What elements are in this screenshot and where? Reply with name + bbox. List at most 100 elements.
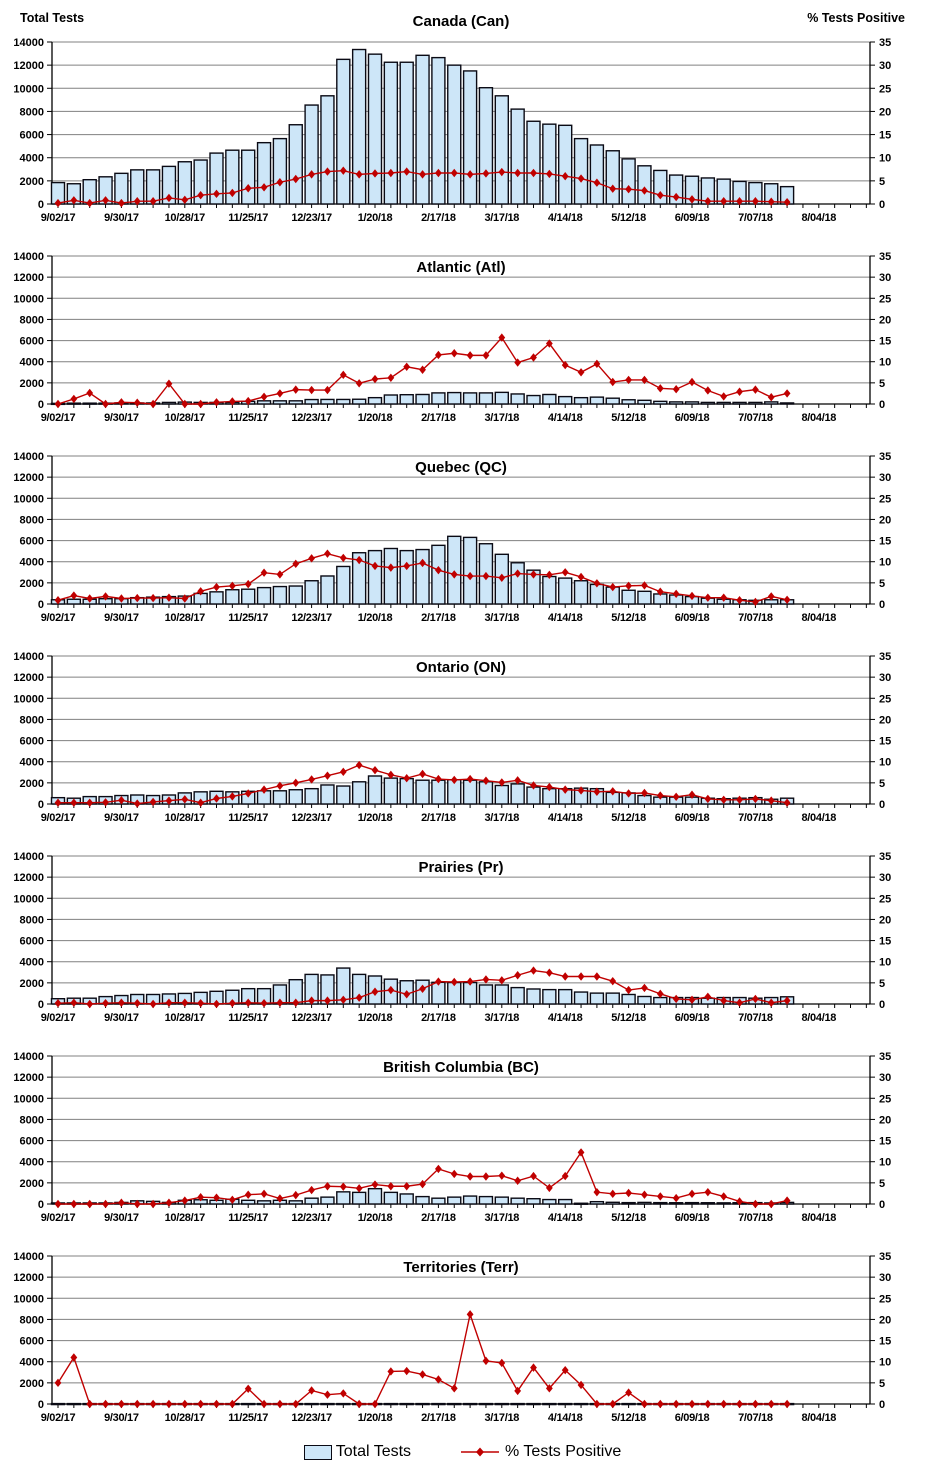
svg-text:5/12/18: 5/12/18 xyxy=(611,1012,646,1024)
svg-text:15: 15 xyxy=(879,1336,891,1348)
x-axis-tick-labels: 9/02/17 9/30/17 10/28/17 11/25/17 12/23/17 1/… xyxy=(41,1012,837,1024)
svg-text:7/07/18: 7/07/18 xyxy=(738,612,773,624)
svg-text:8000: 8000 xyxy=(20,106,44,118)
gridlines xyxy=(52,255,870,384)
chart-panel-can: 0 2000 4000 6000 8000 10000 12000 14000 0 5 10 15 20… xyxy=(0,0,925,230)
svg-text:4000: 4000 xyxy=(20,1357,44,1369)
chart-panel-bc: 0 2000 4000 6000 8000 10000 12000 14000 0 5 10 15 20… xyxy=(0,1030,925,1230)
svg-text:35: 35 xyxy=(879,37,891,49)
axes xyxy=(47,255,875,408)
svg-text:35: 35 xyxy=(879,851,891,863)
panel-title: Ontario (ON) xyxy=(416,659,506,676)
svg-text:3/17/18: 3/17/18 xyxy=(484,612,519,624)
svg-text:7/07/18: 7/07/18 xyxy=(738,812,773,824)
panel-title: Quebec (QC) xyxy=(415,459,507,476)
svg-text:10: 10 xyxy=(879,1357,891,1369)
svg-text:10: 10 xyxy=(879,957,891,969)
svg-text:1/20/18: 1/20/18 xyxy=(358,1012,393,1024)
svg-text:15: 15 xyxy=(879,1136,891,1148)
svg-text:6/09/18: 6/09/18 xyxy=(675,612,710,624)
svg-text:6/09/18: 6/09/18 xyxy=(675,412,710,424)
svg-text:10: 10 xyxy=(879,757,891,769)
svg-text:6/09/18: 6/09/18 xyxy=(675,812,710,824)
svg-text:2/17/18: 2/17/18 xyxy=(421,1412,456,1424)
svg-text:10: 10 xyxy=(879,357,891,369)
svg-text:5/12/18: 5/12/18 xyxy=(611,812,646,824)
svg-text:10/28/17: 10/28/17 xyxy=(165,1012,206,1024)
svg-text:11/25/17: 11/25/17 xyxy=(228,1012,268,1024)
svg-text:9/30/17: 9/30/17 xyxy=(104,1012,139,1024)
svg-text:10: 10 xyxy=(879,153,891,165)
left-axis-tick-labels: 0 2000 4000 6000 8000 10000 12000 14000 xyxy=(13,451,44,611)
svg-text:0: 0 xyxy=(879,599,885,611)
percent-positive-line xyxy=(57,1311,788,1405)
svg-text:10000: 10000 xyxy=(13,493,44,505)
svg-text:8000: 8000 xyxy=(20,1314,44,1326)
svg-text:4000: 4000 xyxy=(20,1157,44,1169)
legend-bar-swatch-icon xyxy=(303,1444,332,1460)
chart-panel-terr: 0 2000 4000 6000 8000 10000 12000 14000 0 5 10 15 20… xyxy=(0,1230,925,1430)
svg-text:11/25/17: 11/25/17 xyxy=(228,212,268,224)
svg-text:5: 5 xyxy=(879,578,885,590)
svg-text:12000: 12000 xyxy=(13,672,44,684)
panel-title: Atlantic (Atl) xyxy=(416,259,505,276)
svg-text:2/17/18: 2/17/18 xyxy=(421,612,456,624)
svg-text:25: 25 xyxy=(879,1093,891,1105)
chart-svg-can: 0 2000 4000 6000 8000 10000 12000 14000 0 5 10 15 20… xyxy=(13,11,905,224)
svg-text:7/07/18: 7/07/18 xyxy=(738,1412,773,1424)
svg-text:0: 0 xyxy=(879,199,885,211)
svg-text:5/12/18: 5/12/18 xyxy=(611,1212,646,1224)
axes xyxy=(47,1055,875,1208)
svg-text:7/07/18: 7/07/18 xyxy=(738,412,773,424)
svg-text:35: 35 xyxy=(879,651,891,663)
svg-text:1/20/18: 1/20/18 xyxy=(358,412,393,424)
svg-text:6/09/18: 6/09/18 xyxy=(675,1212,710,1224)
svg-text:6/09/18: 6/09/18 xyxy=(675,1012,710,1024)
svg-text:6000: 6000 xyxy=(20,1136,44,1148)
svg-text:8000: 8000 xyxy=(20,714,44,726)
svg-text:4/14/18: 4/14/18 xyxy=(548,1212,583,1224)
chart-svg-pr: 0 2000 4000 6000 8000 10000 12000 14000 0 5 10 15 20… xyxy=(13,851,891,1024)
svg-text:30: 30 xyxy=(879,472,891,484)
svg-text:5/12/18: 5/12/18 xyxy=(611,612,646,624)
svg-text:30: 30 xyxy=(879,1272,891,1284)
svg-text:6000: 6000 xyxy=(20,536,44,548)
svg-text:8/04/18: 8/04/18 xyxy=(801,1412,836,1424)
svg-text:1/20/18: 1/20/18 xyxy=(358,812,393,824)
left-axis-tick-labels: 0 2000 4000 6000 8000 10000 12000 14000 xyxy=(13,1251,44,1411)
legend-line-diamond-swatch-icon xyxy=(461,1447,500,1457)
total-tests-bars xyxy=(50,535,795,605)
svg-text:5/12/18: 5/12/18 xyxy=(611,412,646,424)
svg-text:14000: 14000 xyxy=(13,851,44,863)
svg-text:2000: 2000 xyxy=(20,378,44,390)
svg-text:6/09/18: 6/09/18 xyxy=(675,212,710,224)
svg-text:9/02/17: 9/02/17 xyxy=(41,1212,76,1224)
left-axis-tick-labels: 0 2000 4000 6000 8000 10000 12000 14000 xyxy=(13,37,44,211)
chart-svg-on: 0 2000 4000 6000 8000 10000 12000 14000 0 5 10 15 20… xyxy=(13,651,891,824)
svg-text:4/14/18: 4/14/18 xyxy=(548,212,583,224)
svg-text:3/17/18: 3/17/18 xyxy=(484,1212,519,1224)
total-tests-bars xyxy=(50,775,795,805)
svg-text:10/28/17: 10/28/17 xyxy=(165,1412,206,1424)
svg-text:4/14/18: 4/14/18 xyxy=(548,612,583,624)
axes xyxy=(47,1255,875,1408)
svg-text:2/17/18: 2/17/18 xyxy=(421,1212,456,1224)
svg-text:10/28/17: 10/28/17 xyxy=(165,1212,206,1224)
svg-text:6000: 6000 xyxy=(20,336,44,348)
panel-title: Territories (Terr) xyxy=(403,1259,518,1276)
svg-text:8/04/18: 8/04/18 xyxy=(801,1212,836,1224)
svg-text:12000: 12000 xyxy=(13,1072,44,1084)
svg-text:11/25/17: 11/25/17 xyxy=(228,812,268,824)
svg-text:1/20/18: 1/20/18 xyxy=(358,1212,393,1224)
svg-text:6000: 6000 xyxy=(20,936,44,948)
svg-text:25: 25 xyxy=(879,83,891,95)
svg-text:2000: 2000 xyxy=(20,778,44,790)
svg-text:25: 25 xyxy=(879,893,891,905)
svg-text:9/30/17: 9/30/17 xyxy=(104,812,139,824)
svg-text:8000: 8000 xyxy=(20,514,44,526)
svg-text:9/02/17: 9/02/17 xyxy=(41,1012,76,1024)
svg-text:8000: 8000 xyxy=(20,1114,44,1126)
svg-text:14000: 14000 xyxy=(13,251,44,263)
svg-text:10: 10 xyxy=(879,1157,891,1169)
svg-text:8000: 8000 xyxy=(20,914,44,926)
